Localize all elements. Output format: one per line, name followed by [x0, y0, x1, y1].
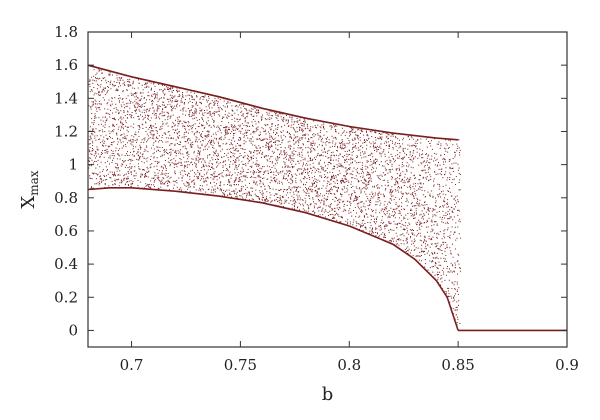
- x-axis-label: b: [322, 384, 334, 405]
- y-tick-label: 1.6: [54, 56, 78, 74]
- x-tick-label: 0.8: [337, 356, 361, 374]
- axis-ticks: 0.7 0.75 0.8 0.85 0.9 0 0.2 0.4 0.6 0.8 1 1.2 1.4 1.6…: [54, 23, 579, 374]
- y-tick-label: 1.4: [54, 89, 78, 107]
- y-axis-label: Xmax: [18, 170, 41, 208]
- x-tick-label: 0.75: [224, 356, 257, 374]
- y-tick-label: 0.4: [54, 255, 78, 273]
- x-tick-label: 0.7: [120, 356, 144, 374]
- y-tick-label: 1: [68, 156, 78, 174]
- upper-envelope-line: [87, 64, 459, 141]
- y-tick-label: 1.2: [54, 122, 78, 140]
- y-tick-label: 0.8: [54, 189, 78, 207]
- x-tick-label: 0.85: [441, 356, 474, 374]
- y-axis-label-subscript: max: [27, 170, 41, 196]
- x-tick-label: 0.9: [555, 356, 579, 374]
- y-tick-label: 0.2: [54, 288, 78, 306]
- plot-frame: [87, 31, 568, 348]
- y-axis-label-main: X: [18, 196, 39, 209]
- y-tick-label: 1.8: [54, 23, 78, 41]
- lower-envelope-line: [87, 187, 459, 331]
- y-tick-label: 0.6: [54, 222, 78, 240]
- y-tick-label: 0: [68, 321, 78, 339]
